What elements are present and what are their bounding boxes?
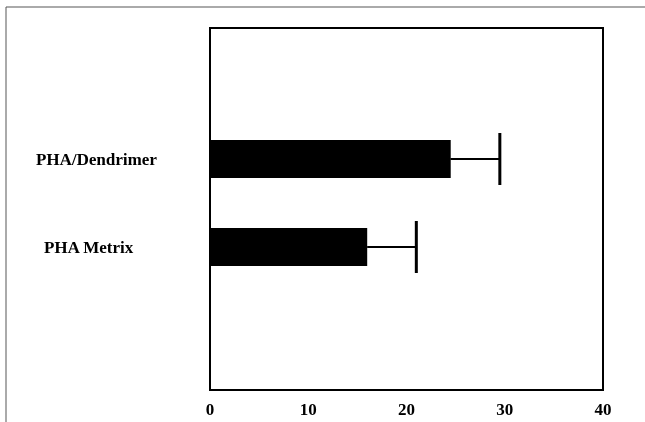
x-tick-label: 10 — [300, 400, 317, 419]
category-labels-group: PHA/Dendrimer PHA Metrix — [36, 150, 157, 257]
bars-group — [209, 140, 451, 266]
x-tick-labels-group: 0 10 20 30 40 — [206, 400, 612, 419]
plot-area — [209, 27, 604, 391]
error-bars-group — [367, 133, 502, 273]
x-tick-label: 0 — [206, 400, 215, 419]
x-tick-label: 30 — [496, 400, 513, 419]
bar-pha-dendrimer — [210, 140, 451, 178]
category-label-pha-metrix: PHA Metrix — [44, 238, 134, 257]
x-tick-label: 40 — [595, 400, 612, 419]
category-label-pha-dendrimer: PHA/Dendrimer — [36, 150, 157, 169]
bar-pha-metrix — [210, 228, 368, 266]
x-tick-label: 20 — [398, 400, 415, 419]
